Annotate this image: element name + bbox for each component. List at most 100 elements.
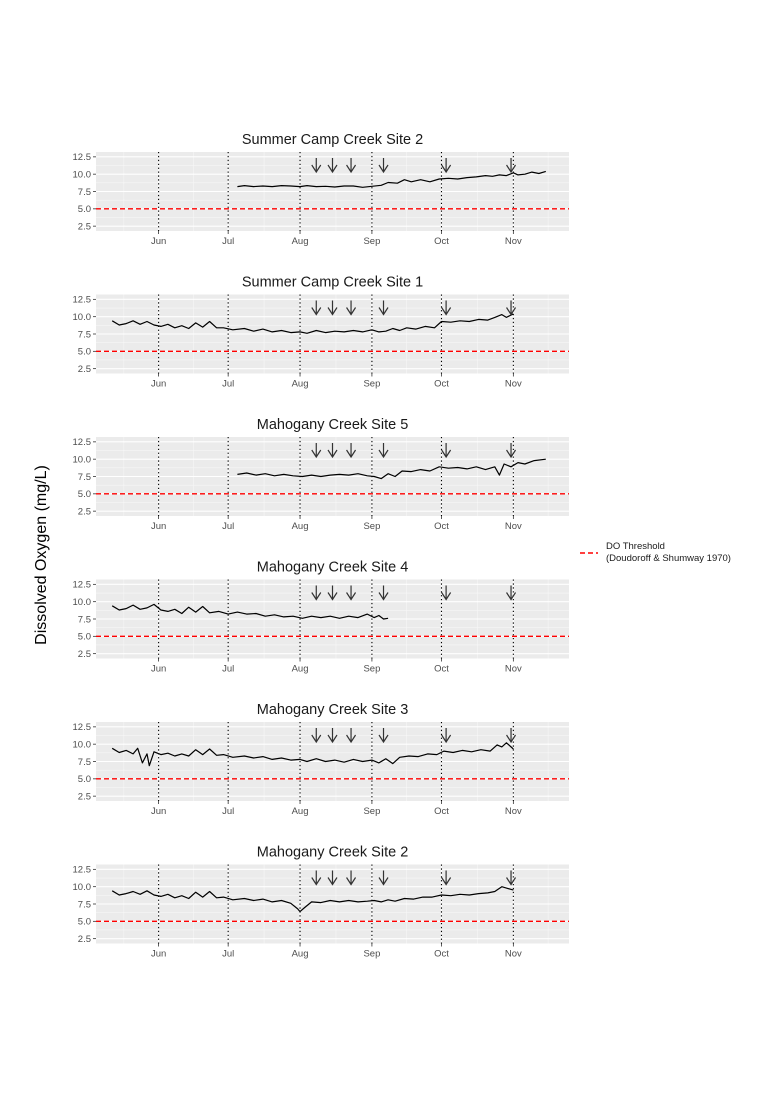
sampling-arrow: [311, 728, 322, 744]
sampling-arrow: [441, 443, 452, 459]
arrow-head: [378, 449, 389, 459]
x-tick-label: Sep: [363, 236, 380, 247]
x-tick-label: Aug: [292, 806, 309, 817]
x-tick-label: Nov: [505, 521, 522, 532]
x-tick-label: Jun: [151, 236, 166, 247]
arrow-head: [441, 449, 452, 459]
sampling-arrow: [378, 870, 389, 886]
y-tick-label: 5.0: [78, 632, 91, 643]
sampling-arrow: [441, 585, 452, 601]
legend: DO Threshold (Doudoroff & Shumway 1970): [580, 541, 731, 564]
arrow-head: [327, 877, 338, 886]
y-tick-label: 5.0: [78, 917, 91, 928]
y-tick-label: 12.5: [73, 437, 92, 448]
y-axis-label: Dissolved Oxygen (mg/L): [33, 465, 50, 645]
y-tick-label: 2.5: [78, 221, 91, 232]
panel-title: Mahogany Creek Site 3: [257, 702, 409, 718]
sampling-arrow: [327, 870, 338, 886]
sampling-arrow: [327, 158, 338, 174]
arrow-head: [346, 307, 357, 316]
x-tick-label: Oct: [434, 806, 449, 817]
arrow-head: [378, 307, 389, 316]
x-tick-label: Nov: [505, 949, 522, 960]
y-tick-label: 10.0: [73, 882, 92, 893]
panel-title: Mahogany Creek Site 5: [257, 417, 409, 433]
y-tick-label: 10.0: [73, 312, 92, 323]
x-tick-label: Jun: [151, 379, 166, 390]
arrow-head: [346, 449, 357, 459]
y-tick-label: 7.5: [78, 187, 91, 198]
sampling-arrow: [346, 300, 357, 316]
panel-3: Mahogany Creek Site 5 2.5 5.0 7.5 10.0 12.5 Ju…: [73, 417, 569, 532]
x-tick-label: Aug: [292, 521, 309, 532]
arrow-head: [506, 307, 517, 316]
panel-6: Mahogany Creek Site 2 2.5 5.0 7.5 10.0 12.5 Ju…: [73, 845, 569, 960]
arrow-head: [378, 734, 389, 744]
x-tick-label: Jul: [222, 806, 234, 817]
sampling-arrow: [346, 585, 357, 601]
arrow-head: [327, 307, 338, 316]
sampling-arrow: [506, 870, 517, 886]
x-tick-label: Jun: [151, 949, 166, 960]
arrow-head: [346, 592, 357, 601]
x-tick-label: Jun: [151, 521, 166, 532]
y-tick-label: 2.5: [78, 506, 91, 517]
x-tick-label: Jul: [222, 236, 234, 247]
sampling-arrow: [378, 728, 389, 744]
arrow-head: [311, 307, 322, 316]
arrow-head: [441, 734, 452, 744]
do-series-line: [111, 313, 514, 334]
x-tick-label: Sep: [363, 521, 380, 532]
sampling-arrow: [378, 158, 389, 174]
panel-1: Summer Camp Creek Site 2 2.5 5.0 7.5 10.0 12.…: [73, 132, 569, 247]
sampling-arrow: [311, 870, 322, 886]
do-series-line: [111, 603, 389, 620]
arrow-head: [506, 164, 517, 174]
sampling-arrow: [346, 443, 357, 459]
x-tick-label: Nov: [505, 379, 522, 390]
x-tick-label: Jul: [222, 949, 234, 960]
x-tick-label: Sep: [363, 806, 380, 817]
sampling-arrow: [506, 300, 517, 316]
arrow-head: [441, 164, 452, 174]
sampling-arrow: [441, 870, 452, 886]
arrow-head: [311, 734, 322, 744]
x-tick-label: Jul: [222, 521, 234, 532]
arrow-head: [346, 877, 357, 886]
arrow-head: [506, 877, 517, 886]
sampling-arrow: [441, 158, 452, 174]
sampling-arrow: [311, 585, 322, 601]
sampling-arrow: [506, 585, 517, 601]
do-series-line: [111, 742, 514, 767]
arrow-head: [441, 307, 452, 316]
y-tick-label: 7.5: [78, 757, 91, 768]
sampling-arrow: [311, 443, 322, 459]
y-tick-label: 5.0: [78, 347, 91, 358]
arrow-head: [327, 592, 338, 601]
x-tick-label: Aug: [292, 379, 309, 390]
x-tick-label: Sep: [363, 379, 380, 390]
x-tick-label: Oct: [434, 949, 449, 960]
y-tick-label: 2.5: [78, 791, 91, 802]
x-tick-label: Jul: [222, 664, 234, 675]
sampling-arrow: [506, 728, 517, 744]
arrow-head: [327, 449, 338, 459]
legend-label-line2: (Doudoroff & Shumway 1970): [606, 553, 731, 564]
x-tick-label: Nov: [505, 806, 522, 817]
x-tick-label: Sep: [363, 949, 380, 960]
panel-title: Mahogany Creek Site 4: [257, 560, 409, 576]
sampling-arrow: [346, 728, 357, 744]
x-tick-label: Oct: [434, 379, 449, 390]
x-tick-label: Jun: [151, 664, 166, 675]
x-tick-label: Oct: [434, 236, 449, 247]
arrow-head: [441, 877, 452, 886]
sampling-arrow: [327, 300, 338, 316]
y-tick-label: 12.5: [73, 580, 92, 591]
y-tick-label: 5.0: [78, 774, 91, 785]
y-tick-label: 2.5: [78, 364, 91, 375]
arrow-head: [506, 734, 517, 744]
sampling-arrow: [311, 158, 322, 174]
sampling-arrow: [327, 443, 338, 459]
panel-title: Summer Camp Creek Site 1: [242, 275, 423, 291]
